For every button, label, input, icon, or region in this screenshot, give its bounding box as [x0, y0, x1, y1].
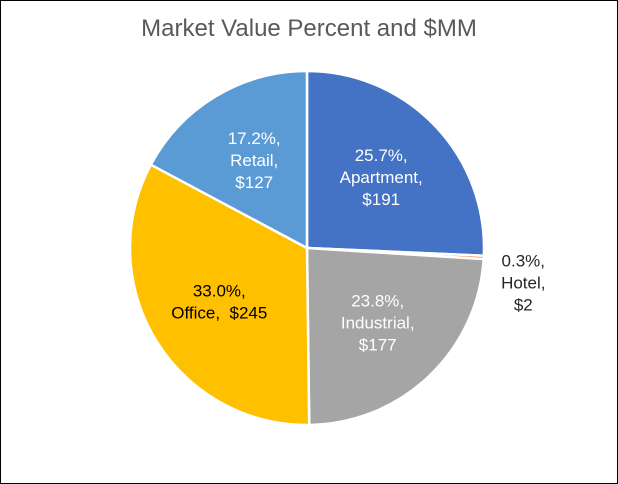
slice-label-apartment: 25.7%, Apartment, $191 — [340, 146, 423, 209]
chart-title: Market Value Percent and $MM — [141, 15, 477, 42]
pie-slice-industrial — [305, 246, 485, 427]
slice-label-retail: 17.2%, Retail, $127 — [228, 129, 281, 192]
pie-slice-apartment — [305, 69, 486, 258]
slice-label-office: 33.0%, Office, $245 — [171, 281, 267, 322]
slice-labels: 25.7%, Apartment, $191 0.3%, Hotel, $2 23.8%, I… — [171, 129, 545, 354]
pie-slice-office — [128, 163, 311, 427]
pie-slice-retail — [149, 69, 309, 250]
slice-label-hotel: 0.3%, Hotel, $2 — [501, 252, 545, 315]
slice-label-industrial: 23.8%, Industrial, $177 — [341, 291, 415, 354]
